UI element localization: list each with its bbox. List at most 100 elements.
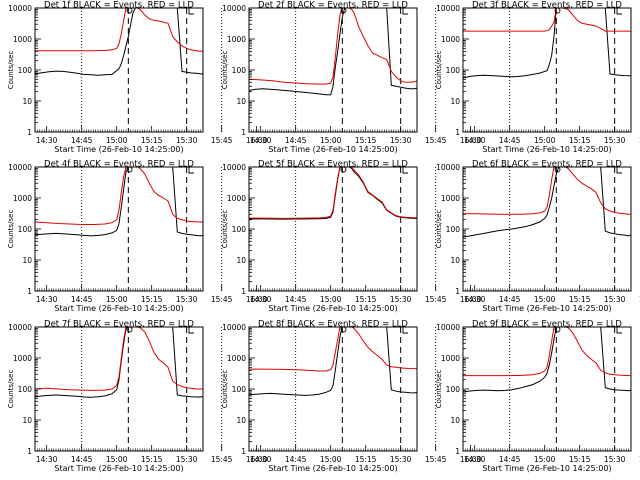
series-events [249,327,417,396]
y-tick-label: 1 [27,447,32,456]
panel-8: Det 8f BLACK = Events, RED = LLD 1 10 100 10… [221,320,482,474]
x-axis-label: Start Time (26-Feb-10 14:25:00) [482,464,611,473]
series-lld [249,8,417,85]
plot-frame [462,326,632,452]
panel-2: Det 2f BLACK = Events, RED = LLD 1 10 100 10… [221,1,482,155]
panel-title: Det 5f BLACK = Events, RED = LLD [258,160,408,170]
y-tick-label: 10 [236,256,246,265]
y-tick-label: 1 [27,128,32,137]
x-tick-label: 14:30 [250,136,272,145]
y-tick-label: 1000 [441,35,460,44]
y-axis-label: Counts/sec [435,370,443,409]
x-tick-label: 15:45 [211,136,233,145]
x-tick-label: 14:30 [250,455,272,464]
y-tick-label: 1000 [227,35,246,44]
x-tick-label: 14:30 [464,295,486,304]
y-tick-label: 100 [446,225,461,234]
series-lld [463,327,631,377]
series-events [35,8,203,76]
x-tick-label: 14:30 [464,136,486,145]
series-lld [463,8,631,32]
panel-title: Det 4f BLACK = Events, RED = LLD [44,160,194,170]
y-tick-label: 1 [455,128,460,137]
y-tick-label: 10000 [8,163,32,172]
corner-marker [402,327,408,334]
x-tick-label: 14:30 [464,455,486,464]
x-tick-label: 15:30 [390,136,412,145]
series-lld [35,8,203,52]
x-tick-label: 15:00 [534,136,556,145]
y-tick-label: 10000 [436,4,460,13]
series-events [463,167,631,238]
x-tick-label: 15:30 [176,295,198,304]
x-tick-label: 15:15 [141,455,163,464]
x-tick-label: 14:45 [499,455,521,464]
y-tick-label: 100 [446,385,461,394]
series-events [35,327,203,398]
x-tick-label: 15:45 [211,455,233,464]
y-tick-label: 10000 [8,323,32,332]
x-axis-label: Start Time (26-Feb-10 14:25:00) [54,304,183,313]
x-tick-label: 15:45 [425,455,447,464]
x-tick-label: 15:00 [320,295,342,304]
x-axis-label: Start Time (26-Feb-10 14:25:00) [482,145,611,154]
y-tick-label: 10 [22,256,32,265]
y-tick-label: 1 [241,287,246,296]
plot-frame [462,166,632,292]
y-tick-label: 10000 [436,163,460,172]
plot-frame [248,166,418,292]
y-axis-label: Counts/sec [7,210,15,249]
x-tick-label: 15:15 [141,136,163,145]
x-tick-label: 16:00 [246,455,268,464]
plot-frame [34,166,204,292]
y-tick-label: 1 [455,287,460,296]
panel-title: Det 3f BLACK = Events, RED = LLD [472,1,622,11]
x-tick-label: 15:00 [534,295,556,304]
x-axis-label: Start Time (26-Feb-10 14:25:00) [268,304,397,313]
y-axis-label: Counts/sec [435,210,443,249]
x-tick-label: 14:30 [36,455,58,464]
x-tick-label: 15:30 [604,136,626,145]
corner-marker [402,167,408,174]
y-tick-label: 10 [236,416,246,425]
x-tick-label: 15:00 [320,455,342,464]
corner-marker [188,327,194,334]
y-axis-label: Counts/sec [221,210,229,249]
x-tick-label: 15:00 [320,136,342,145]
panel-7: Det 7f BLACK = Events, RED = LLD 1 10 100 10… [7,320,268,474]
corner-marker [616,8,622,15]
y-tick-label: 1 [241,128,246,137]
panel-4: Det 4f BLACK = Events, RED = LLD 1 10 100 10… [7,160,268,314]
panel-9: Det 9f BLACK = Events, RED = LLD 1 10 100 10… [435,320,640,474]
y-tick-label: 1 [455,447,460,456]
x-tick-label: 15:30 [390,295,412,304]
y-tick-label: 100 [232,385,247,394]
x-tick-label: 14:45 [71,455,93,464]
panel-title: Det 1f BLACK = Events, RED = LLD [44,1,194,11]
series-events [35,167,203,237]
x-tick-label: 14:30 [36,295,58,304]
corner-marker [188,8,194,15]
panel-title: Det 9f BLACK = Events, RED = LLD [472,320,622,330]
x-tick-label: 16:00 [460,136,482,145]
panel-5: Det 5f BLACK = Events, RED = LLD 1 10 100 10… [221,160,482,314]
x-tick-label: 15:15 [141,295,163,304]
y-tick-label: 1000 [13,354,32,363]
x-tick-label: 15:45 [639,295,640,304]
x-tick-label: 16:00 [246,136,268,145]
panel-1: Det 1f BLACK = Events, RED = LLD 1 10 100 10… [7,1,268,155]
x-tick-label: 15:00 [106,295,128,304]
x-axis-label: Start Time (26-Feb-10 14:25:00) [482,304,611,313]
x-tick-label: 15:15 [569,295,591,304]
corner-marker [616,167,622,174]
y-axis-label: Counts/sec [221,370,229,409]
y-tick-label: 1000 [227,354,246,363]
series-lld [249,327,417,372]
y-tick-label: 10000 [222,323,246,332]
x-tick-label: 15:15 [355,295,377,304]
x-tick-label: 15:30 [176,455,198,464]
x-tick-label: 15:15 [569,455,591,464]
y-tick-label: 1 [27,287,32,296]
x-tick-label: 15:45 [639,136,640,145]
panel-title: Det 2f BLACK = Events, RED = LLD [258,1,408,11]
